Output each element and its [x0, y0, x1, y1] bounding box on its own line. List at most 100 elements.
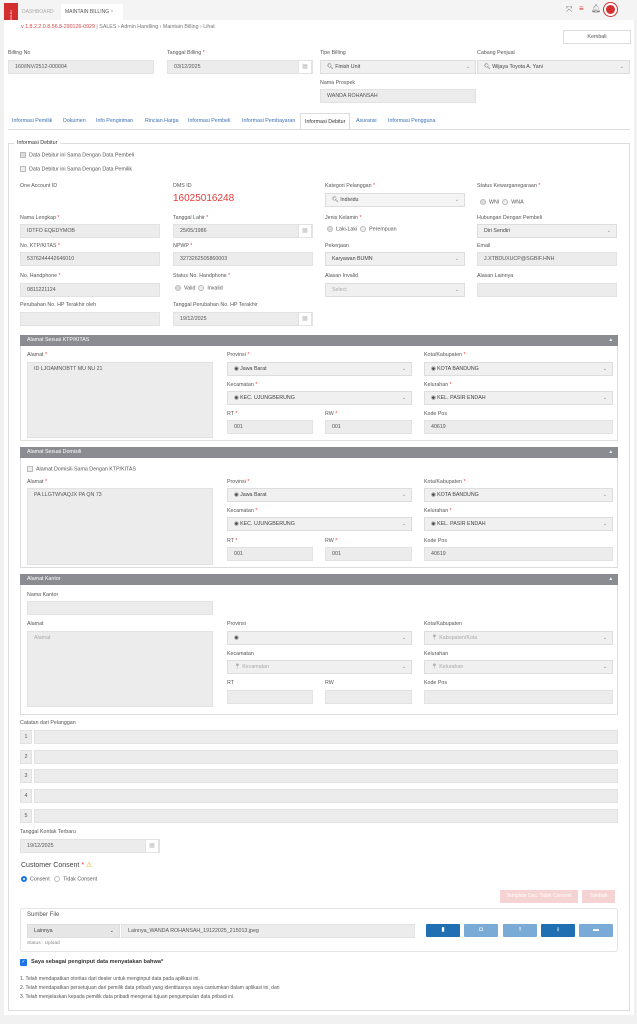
kantor-alamat-textarea[interactable]: Alamat: [27, 631, 213, 707]
crumb[interactable]: Admin Handling: [120, 24, 159, 30]
template-doc-button[interactable]: Template Doc. Tidak Consent: [500, 890, 578, 903]
tab-asuransi[interactable]: Asuransi: [356, 118, 377, 124]
ktp-provinsi-select[interactable]: ◉ Jawa Barat ⌄: [227, 362, 412, 376]
tipe-billing-label: Tipe Billing: [320, 50, 346, 56]
tab-rincian-harga[interactable]: Rincian Harga: [145, 118, 179, 124]
kantor-kota-select[interactable]: 📍︎ Kabupaten/Kota ⌄: [424, 631, 613, 645]
perubahan-oleh-label: Perubahan No. HP Terakhir oleh: [20, 302, 97, 308]
calendar-icon[interactable]: ▦: [298, 225, 312, 237]
consent-radios[interactable]: Consent Tidak Consent: [21, 876, 97, 882]
tab-informasi-pengguna[interactable]: Informasi Pengguna: [388, 118, 436, 124]
kantor-rw-field[interactable]: [325, 690, 412, 704]
dom-kota-select[interactable]: ◉ KOTA BANDUNG ⌄: [424, 488, 613, 502]
tab-informasi-pembayaran[interactable]: Informasi Pembayaran: [242, 118, 296, 124]
location-icon: ◉: [234, 521, 239, 527]
dom-provinsi-select[interactable]: ◉ Jawa Barat ⌄: [227, 488, 412, 502]
hubungan-select[interactable]: Diri Sendiri ⌄: [477, 224, 617, 238]
kantor-address-header[interactable]: Alamat Kantor ▴: [20, 574, 618, 585]
crumb[interactable]: Maintain Billing: [162, 24, 199, 30]
ktp-kecamatan-select[interactable]: ◉ KEC. UJUNGBERUNG ⌄: [227, 391, 412, 405]
customer-consent-label: Customer Consent * ⚠: [21, 862, 93, 869]
statement-line: 2. Telah mendapatkan persetujuan dari pe…: [20, 985, 280, 991]
tab-dashboard[interactable]: DASHBOARD: [22, 9, 54, 15]
tipe-billing-select[interactable]: 🔍︎ Finish Unit ⌄: [320, 60, 476, 74]
cb-sama-pemilik[interactable]: Data Debitur ini Sama Dengan Data Pemili…: [20, 166, 132, 172]
camera-button[interactable]: ◘: [464, 924, 498, 937]
tgl-lahir-label: Tanggal Lahir *: [173, 215, 209, 221]
upload-button[interactable]: ⭱: [503, 924, 537, 937]
domisili-address-header[interactable]: Alamat Sesuai Domisili ▴: [20, 447, 618, 458]
dom-kodepos-field: 40619: [424, 547, 613, 561]
provinsi-label: Provinsi *: [227, 352, 250, 358]
jenis-kelamin-radios[interactable]: Laki-Laki Perempuan: [327, 226, 397, 232]
provinsi-label: Provinsi: [227, 621, 246, 627]
collapse-icon: ▴: [609, 576, 612, 582]
statement-line: 1. Telah mendapatkan otoritas dari deale…: [20, 976, 200, 982]
tab-dokumen[interactable]: Dokumen: [63, 118, 86, 124]
nama-prospek-label: Nama Prospek: [320, 80, 356, 86]
tab-informasi-debitur[interactable]: Informasi Debitur: [300, 113, 351, 129]
hp-field: 0811221124: [20, 283, 160, 297]
location-icon: ◉: [431, 521, 436, 527]
npwp-label: NPWP *: [173, 243, 193, 249]
calendar-icon[interactable]: ▦: [145, 840, 159, 852]
location-icon: ◉: [431, 366, 436, 372]
ktp-kota-select[interactable]: ◉ KOTA BANDUNG ⌄: [424, 362, 613, 376]
alamat-label: Alamat: [27, 621, 44, 627]
tambah-button[interactable]: Tambah: [582, 890, 615, 903]
file-view-button[interactable]: ▮: [426, 924, 460, 937]
location-icon: ◉: [431, 395, 436, 401]
sumber-file-box: [20, 908, 618, 952]
download-button[interactable]: ⭳: [541, 924, 575, 937]
kantor-rt-field[interactable]: [227, 690, 313, 704]
cabang-select[interactable]: 🔍︎ Wijaya Toyota A. Yani ⌄: [477, 60, 630, 74]
cabang-label: Cabang Penjual: [477, 50, 515, 56]
rt-label: RT *: [227, 411, 238, 417]
upload-status: Status : Upload: [27, 941, 60, 946]
alasan-lain-field[interactable]: [477, 283, 617, 297]
cb-domisili-sama[interactable]: Alamat Domisili Sama Dengan KTP/KITAS: [27, 466, 136, 472]
tab-maintain-billing[interactable]: MAINTAIN BILLING ×: [61, 4, 123, 20]
billing-no-label: Billing No: [8, 50, 31, 56]
perubahan-oleh-field: [20, 312, 160, 326]
close-icon[interactable]: ×: [110, 9, 114, 15]
crumb[interactable]: SALES: [99, 24, 117, 30]
kantor-provinsi-select[interactable]: ◉ ⌄: [227, 631, 412, 645]
pekerjaan-select[interactable]: Karyawan BUMN ⌄: [325, 252, 465, 266]
file-type-select[interactable]: Lainnya ⌄: [27, 924, 120, 938]
dom-rt-field: 001: [227, 547, 313, 561]
status-hp-radios[interactable]: Valid Invalid: [175, 285, 223, 291]
tab-informasi-pembeli[interactable]: Informasi Pembeli: [188, 118, 231, 124]
location-icon: ◉: [234, 492, 239, 498]
email-label: Email: [477, 243, 491, 249]
statement-checkbox[interactable]: ✓: [20, 959, 27, 966]
ktp-kodepos-field: 40619: [424, 420, 613, 434]
expand-icon[interactable]: ⤧: [566, 5, 573, 14]
calendar-icon[interactable]: ▦: [298, 313, 312, 325]
calendar-icon[interactable]: ▦: [298, 61, 312, 73]
dom-kelurahan-select[interactable]: ◉ KEL. PASIR ENDAH ⌄: [424, 517, 613, 531]
kota-label: Kota/Kabupaten *: [424, 352, 466, 358]
avatar[interactable]: [604, 3, 617, 16]
kembali-button[interactable]: Kembali: [563, 30, 631, 44]
ktp-rt-field: 001: [227, 420, 313, 434]
kantor-kodepos-field[interactable]: [424, 690, 613, 704]
kodepos-label: Kode Pos: [424, 411, 447, 417]
kantor-kecamatan-select[interactable]: 📍︎ Kecamatan ⌄: [227, 660, 412, 674]
cb-sama-pembeli[interactable]: Data Debitur ini Sama Dengan Data Pembel…: [20, 152, 134, 158]
tab-info-pengiriman[interactable]: Info Pengiriman: [96, 118, 134, 124]
catatan-field-3: [34, 769, 618, 783]
status-kw-radios[interactable]: WNI WNA: [480, 199, 524, 205]
billing-no-field: 160/INV/2512-000004: [8, 60, 154, 74]
tab-informasi-pemilik[interactable]: Informasi Pemilik: [12, 118, 53, 124]
kantor-kelurahan-select[interactable]: 📍︎ Kelurahan ⌄: [424, 660, 613, 674]
bell-icon[interactable]: 🔔︎: [591, 4, 602, 13]
kategori-select[interactable]: 🔍︎ Individu ⌄: [325, 193, 465, 207]
delete-button[interactable]: ▬: [579, 924, 613, 937]
ktp-address-header[interactable]: Alamat Sesuai KTP/KITAS ▴: [20, 335, 618, 346]
nama-kantor-field[interactable]: [27, 601, 213, 615]
ktp-kelurahan-select[interactable]: ◉ KEL. PASIR ENDAH ⌄: [424, 391, 613, 405]
menu-icon[interactable]: ≡: [579, 4, 584, 13]
alasan-invalid-select[interactable]: Select ⌄: [325, 283, 465, 297]
dom-kecamatan-select[interactable]: ◉ KEC. UJUNGBERUNG ⌄: [227, 517, 412, 531]
